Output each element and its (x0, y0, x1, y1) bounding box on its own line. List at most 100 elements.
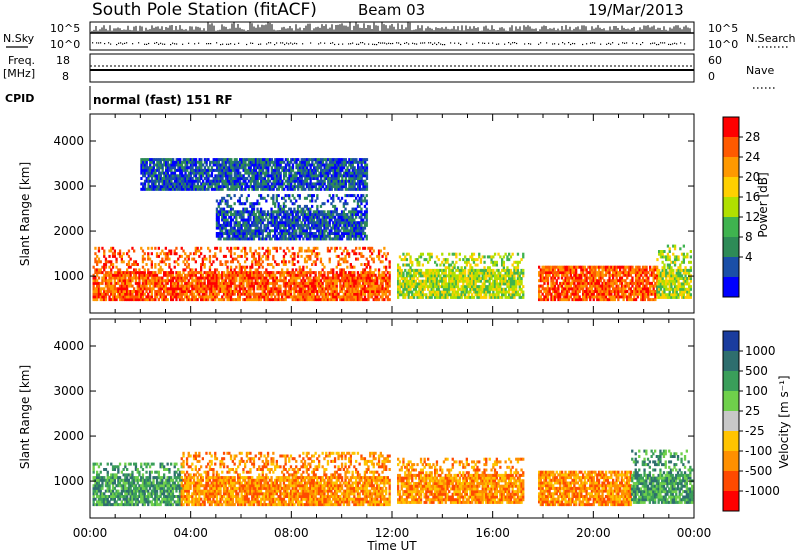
echo-cell (494, 253, 496, 256)
echo-cell (367, 298, 369, 301)
echo-cell (647, 277, 649, 280)
echo-cell (557, 277, 559, 280)
echo-cell (304, 287, 306, 290)
echo-cell (160, 174, 162, 177)
nsearch-sample (386, 43, 387, 44)
echo-cell (205, 258, 207, 261)
nsearch-sample (530, 44, 531, 45)
nsearch-sample (632, 43, 633, 44)
echo-cell (274, 260, 276, 263)
echo-cell (205, 293, 207, 296)
echo-cell (276, 282, 278, 285)
nsearch-sample (228, 44, 229, 45)
echo-cell (168, 263, 170, 266)
echo-cell (367, 260, 369, 263)
nsearch-sample (658, 44, 659, 45)
echo-cell (235, 266, 237, 269)
echo-cell (459, 258, 461, 261)
echo-cell (149, 285, 151, 288)
cpid-text: normal (fast) 151 RF (93, 93, 233, 107)
echo-cell (285, 298, 287, 301)
echo-cell (517, 264, 519, 267)
echo-cell (299, 266, 301, 269)
echo-cell (425, 282, 427, 285)
nsearch-sample (208, 43, 209, 44)
echo-cell (672, 253, 674, 256)
echo-cell (230, 247, 232, 250)
echo-cell (336, 285, 338, 288)
nsearch-sample (662, 42, 663, 43)
echo-cell (522, 255, 524, 258)
nsearch-sample (126, 42, 127, 43)
echo-cell (389, 298, 391, 301)
echo-cell (144, 268, 146, 271)
echo-cell (381, 282, 383, 285)
nsearch-sample (600, 44, 601, 45)
echo-cell (427, 261, 429, 264)
echo-cell (126, 252, 128, 255)
echo-cell (679, 264, 681, 267)
echo-cell (455, 255, 457, 258)
echo-cell (154, 298, 156, 301)
echo-cell (193, 293, 195, 296)
echo-cell (490, 277, 492, 280)
nsearch-sample (552, 43, 553, 44)
echo-cell (332, 268, 334, 271)
nsearch-sample (118, 43, 119, 44)
echo-cell (570, 274, 572, 277)
echo-cell (177, 282, 179, 285)
echo-cell (191, 268, 193, 271)
echo-cell (676, 291, 678, 294)
echo-cell (635, 298, 637, 301)
echo-cell (409, 272, 411, 275)
echo-cell (153, 166, 155, 169)
echo-cell (105, 295, 107, 298)
echo-cell (195, 268, 197, 271)
echo-cell (309, 258, 311, 261)
echo-cell (135, 279, 137, 282)
echo-cell (112, 266, 114, 269)
echo-cell (110, 279, 112, 282)
echo-cell (364, 295, 366, 298)
echo-cell (378, 298, 380, 301)
echo-cell (378, 268, 380, 271)
echo-cell (151, 295, 153, 298)
echo-cell (416, 258, 418, 261)
nsearch-sample (296, 43, 297, 44)
echo-cell (101, 282, 103, 285)
echo-cell (483, 266, 485, 269)
echo-cell (165, 285, 167, 288)
echo-cell (466, 264, 468, 267)
echo-cell (485, 293, 487, 296)
echo-cell (130, 282, 132, 285)
echo-cell (265, 277, 267, 280)
nsearch-sample (458, 43, 459, 44)
echo-cell (656, 277, 658, 280)
nsearch-sample (516, 43, 517, 44)
echo-cell (258, 252, 260, 255)
echo-cell (497, 269, 499, 272)
echo-cell (662, 261, 664, 264)
nsearch-sample (310, 42, 311, 43)
echo-cell (619, 268, 621, 271)
echo-cell (128, 260, 130, 263)
echo-cell (94, 277, 96, 280)
echo-cell (339, 247, 341, 250)
nsearch-sample (558, 44, 559, 45)
echo-cell (542, 285, 544, 288)
echo-cell (520, 277, 522, 280)
echo-cell (142, 266, 144, 269)
echo-cell (316, 293, 318, 296)
echo-cell (184, 258, 186, 261)
echo-cell (575, 271, 577, 274)
echo-cell (374, 268, 376, 271)
echo-cell (416, 277, 418, 280)
nsearch-sample (610, 44, 611, 45)
nsearch-sample (388, 43, 389, 44)
echo-cell (389, 266, 391, 269)
echo-cell (336, 298, 338, 301)
echo-cell (409, 258, 411, 261)
echo-cell (662, 277, 664, 280)
nsearch-sample (454, 43, 455, 44)
echo-cell (285, 263, 287, 266)
